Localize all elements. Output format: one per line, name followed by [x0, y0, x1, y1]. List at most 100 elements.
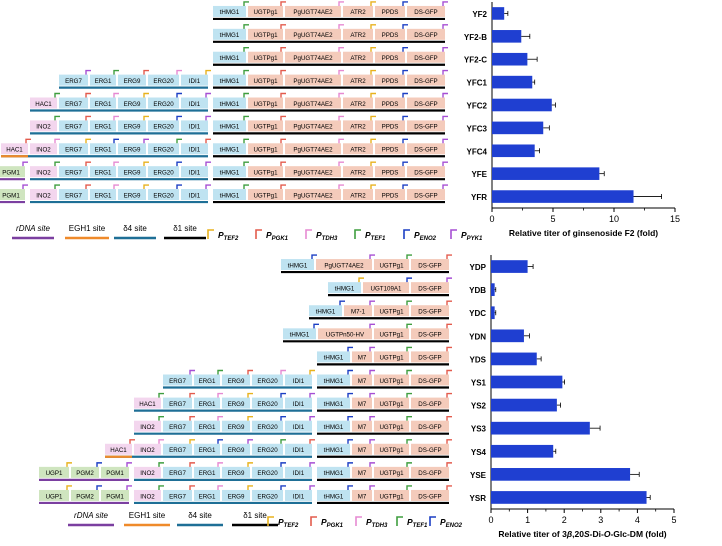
gene-label: M7: [358, 355, 367, 362]
gene-box: [163, 397, 192, 409]
gene-label: DS-GFP: [418, 378, 441, 385]
promoter-arrow: [313, 323, 319, 329]
gene-box: [328, 282, 361, 294]
gene-label: UGTPg1: [379, 378, 404, 385]
promoter-arrow: [402, 184, 408, 190]
gene-box: [374, 443, 409, 455]
p-pyk1-label: PPYK1: [461, 230, 483, 242]
gene-box: [194, 420, 220, 432]
promoter-arrow: [176, 115, 182, 121]
delta4-label: δ4 site: [188, 511, 212, 520]
promoter-arrow: [347, 485, 353, 490]
x-tick-label: 5: [671, 515, 676, 525]
gene-box: [407, 51, 445, 63]
gene-label: ERG9: [228, 424, 245, 431]
gene-box: [343, 74, 373, 86]
gene-label: UGTPg1: [253, 55, 278, 62]
promoter-arrow: [442, 184, 448, 190]
gene-label: ERG1: [95, 78, 112, 85]
promoter-arrow: [176, 161, 182, 167]
gene-label: UGP1: [46, 470, 63, 477]
gene-label: IDI1: [189, 101, 201, 108]
strain-label: YS2: [471, 402, 487, 411]
gene-label: ERG1: [199, 470, 216, 477]
gene-box: [411, 305, 449, 317]
promoter-arrow: [309, 485, 315, 490]
gene-label: tHMG1: [324, 493, 344, 500]
promoter-arrow: [85, 92, 91, 98]
promoter-arrow: [54, 115, 60, 121]
promoter-arrow: [370, 24, 376, 29]
promoter-arrow: [347, 369, 353, 375]
p-pgk1-label: PPGK1: [266, 230, 289, 242]
gene-box: [148, 120, 179, 132]
gene-label: ERG9: [124, 101, 141, 108]
gene-box: [194, 443, 220, 455]
gene-label: ERG7: [169, 401, 186, 408]
gene-box: [59, 166, 88, 178]
gene-label: ATR2: [350, 55, 366, 62]
egh1-label: EGH1 site: [129, 511, 166, 520]
gene-label: tHMG1: [316, 309, 336, 316]
gene-box: [59, 189, 88, 201]
gene-label: PPDS: [382, 124, 399, 131]
gene-label: DS-GFP: [414, 124, 437, 131]
gene-box: [374, 374, 409, 386]
promoter-arrow: [370, 115, 376, 121]
gene-box: [90, 97, 116, 109]
gene-label: DS-GFP: [418, 285, 441, 292]
gene-box: [213, 74, 246, 86]
promoter-arrow: [176, 92, 182, 98]
promoter-arrow: [369, 439, 375, 444]
gene-box: [248, 189, 283, 201]
gene-label: M7-1: [351, 309, 366, 316]
gene-label: tHMG1: [324, 447, 344, 454]
gene-label: tHMG1: [324, 355, 344, 362]
gene-box: [118, 189, 146, 201]
gene-label: INO2: [36, 192, 51, 199]
gene-label: ERG9: [124, 147, 141, 154]
gene-label: IDI1: [293, 447, 305, 454]
gene-box: [248, 97, 283, 109]
promoter-arrow: [217, 392, 223, 398]
promoter-arrow: [217, 439, 223, 444]
strain-label: YSE: [470, 471, 487, 480]
gene-label: IDI1: [293, 470, 305, 477]
p-pgk1-label-main: P: [321, 517, 327, 527]
bar: [491, 375, 563, 389]
bar: [492, 167, 600, 180]
gene-label: M7: [358, 493, 367, 500]
gene-box: [374, 466, 409, 478]
bar: [491, 491, 647, 504]
p-tdh3-label-sub: TDH3: [322, 236, 338, 242]
gene-label: tHMG1: [324, 470, 344, 477]
gene-label: DS-GFP: [418, 332, 441, 339]
gene-box: [411, 466, 449, 478]
gene-box: [375, 120, 405, 132]
gene-label: INO2: [36, 147, 51, 154]
promoter-arrow: [369, 346, 375, 352]
gene-label: DS-GFP: [418, 355, 441, 362]
promoter-arrow: [243, 24, 249, 29]
p-pgk1-swatch: [310, 516, 317, 526]
gene-box: [363, 282, 409, 294]
promoter-arrow: [280, 115, 286, 121]
gene-label: IDI1: [189, 169, 201, 176]
gene-box: [411, 397, 449, 409]
gene-label: ATR2: [350, 9, 366, 16]
gene-box: [39, 466, 69, 478]
promoter-arrow: [406, 462, 412, 467]
promoter-arrow: [369, 300, 375, 306]
promoter-arrow: [442, 1, 448, 6]
promoter-arrow: [113, 115, 119, 121]
strain-label: YFE: [471, 170, 487, 179]
promoter-arrow: [402, 24, 408, 29]
promoter-arrow: [247, 439, 253, 444]
promoter-arrow: [189, 439, 195, 444]
gene-label: PgUGT74AE2: [293, 147, 333, 154]
p-tdh3-swatch: [305, 229, 312, 239]
promoter-arrow: [370, 161, 376, 167]
gene-label: DS-GFP: [418, 262, 441, 269]
gene-box: [248, 5, 283, 17]
promoter-arrow: [176, 184, 182, 190]
